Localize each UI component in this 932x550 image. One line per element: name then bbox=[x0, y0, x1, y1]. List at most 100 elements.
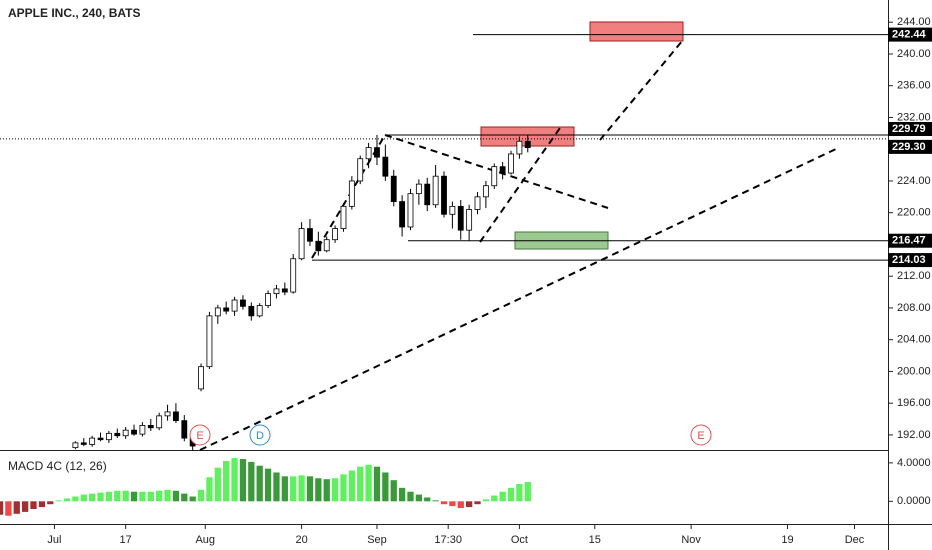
candle-body bbox=[206, 315, 213, 368]
candle-body bbox=[164, 411, 171, 417]
macd-bar bbox=[63, 498, 71, 502]
macd-bar bbox=[398, 487, 406, 502]
level-label-box bbox=[888, 139, 932, 154]
macd-bar bbox=[415, 494, 423, 502]
macd-bar bbox=[0, 501, 4, 515]
macd-bar bbox=[298, 475, 305, 502]
macd-bar bbox=[432, 500, 439, 502]
macd-bar bbox=[264, 468, 272, 502]
macd-bar bbox=[465, 501, 473, 508]
event-label: E bbox=[196, 430, 203, 442]
candle-body bbox=[147, 424, 154, 429]
candle-body bbox=[105, 432, 112, 441]
macd-bar bbox=[114, 490, 121, 502]
candle-body bbox=[298, 228, 305, 260]
macd-bar bbox=[331, 478, 339, 502]
macd-bar bbox=[248, 461, 255, 502]
event-marker bbox=[189, 424, 211, 446]
candle-body bbox=[139, 424, 146, 435]
macd-bar bbox=[172, 490, 180, 502]
macd-bar bbox=[382, 472, 389, 502]
candle-body bbox=[415, 183, 422, 195]
candle-body bbox=[181, 420, 188, 439]
event-label: E bbox=[697, 430, 704, 442]
macd-bar bbox=[449, 501, 456, 507]
macd-bar bbox=[5, 501, 12, 516]
macd-bar bbox=[524, 482, 531, 502]
event-label: D bbox=[256, 430, 264, 442]
y-tick-label: 236.00 bbox=[897, 80, 931, 92]
macd-bar bbox=[457, 501, 464, 509]
level-label-box bbox=[888, 253, 932, 268]
candle-body bbox=[432, 175, 439, 206]
chart-title: APPLE INC., 240, BATS bbox=[8, 6, 140, 20]
candle-body bbox=[491, 166, 498, 187]
candle-body bbox=[122, 429, 129, 437]
trend-line bbox=[199, 147, 839, 451]
macd-bar bbox=[89, 493, 96, 502]
macd-bar bbox=[315, 478, 322, 502]
candle-body bbox=[315, 240, 322, 252]
y-tick-label: 192.00 bbox=[897, 429, 931, 441]
y-tick-label: 196.00 bbox=[897, 397, 931, 409]
macd-bar bbox=[181, 493, 188, 502]
level-label: 229.30 bbox=[892, 141, 926, 153]
candle-body bbox=[307, 228, 313, 242]
candle-body bbox=[89, 437, 96, 445]
x-tick-label: Oct bbox=[511, 534, 528, 546]
x-tick-label: 15 bbox=[589, 534, 601, 546]
candle-body bbox=[449, 205, 456, 215]
macd-bar bbox=[164, 489, 171, 502]
level-label-box bbox=[888, 233, 932, 248]
candle-body bbox=[466, 209, 473, 231]
target-box bbox=[589, 21, 684, 42]
candle-body bbox=[499, 166, 506, 174]
y-tick-label: 212.00 bbox=[897, 270, 931, 282]
candle-body bbox=[281, 288, 288, 293]
candle-body bbox=[97, 437, 104, 441]
macd-bar bbox=[13, 501, 20, 514]
macd-bar bbox=[357, 466, 364, 502]
macd-bar bbox=[516, 484, 523, 502]
macd-bar bbox=[273, 472, 280, 502]
macd-bar bbox=[440, 501, 448, 505]
macd-bar bbox=[55, 500, 62, 502]
macd-bar bbox=[340, 474, 347, 502]
x-tick-label: 17 bbox=[120, 534, 132, 546]
macd-bar bbox=[323, 479, 330, 502]
candle-body bbox=[482, 185, 489, 198]
candle-body bbox=[173, 411, 179, 422]
macd-bar bbox=[281, 476, 288, 502]
level-label: 216.47 bbox=[892, 235, 926, 247]
macd-bar bbox=[156, 490, 163, 502]
candle-body bbox=[223, 307, 230, 312]
y-tick-label: 240.00 bbox=[897, 48, 931, 60]
macd-bar bbox=[306, 476, 314, 502]
candle-body bbox=[357, 158, 364, 182]
macd-bar bbox=[223, 460, 230, 502]
macd-bar bbox=[139, 491, 146, 502]
x-tick-label: 17:30 bbox=[434, 534, 462, 546]
indicator-title: MACD 4C (12, 26) bbox=[8, 459, 107, 473]
macd-bar bbox=[491, 495, 498, 502]
macd-bar bbox=[499, 491, 506, 502]
macd-bar bbox=[47, 501, 54, 505]
y-tick-label: 224.00 bbox=[897, 175, 931, 187]
x-tick-label: Aug bbox=[195, 534, 215, 546]
y-tick-label: 204.00 bbox=[897, 334, 931, 346]
candle-body bbox=[265, 293, 271, 306]
macd-bar bbox=[239, 459, 247, 502]
y-tick-label: 4.0000 bbox=[897, 457, 931, 469]
macd-bar bbox=[206, 477, 213, 502]
macd-bar bbox=[72, 496, 79, 502]
macd-bar bbox=[97, 492, 104, 502]
macd-bar bbox=[197, 489, 205, 502]
candle-body bbox=[524, 140, 531, 149]
candle-body bbox=[407, 193, 414, 228]
y-tick-label: 200.00 bbox=[897, 365, 931, 377]
y-tick-label: 220.00 bbox=[897, 207, 931, 219]
macd-bar bbox=[122, 490, 129, 502]
trend-line bbox=[599, 39, 684, 141]
